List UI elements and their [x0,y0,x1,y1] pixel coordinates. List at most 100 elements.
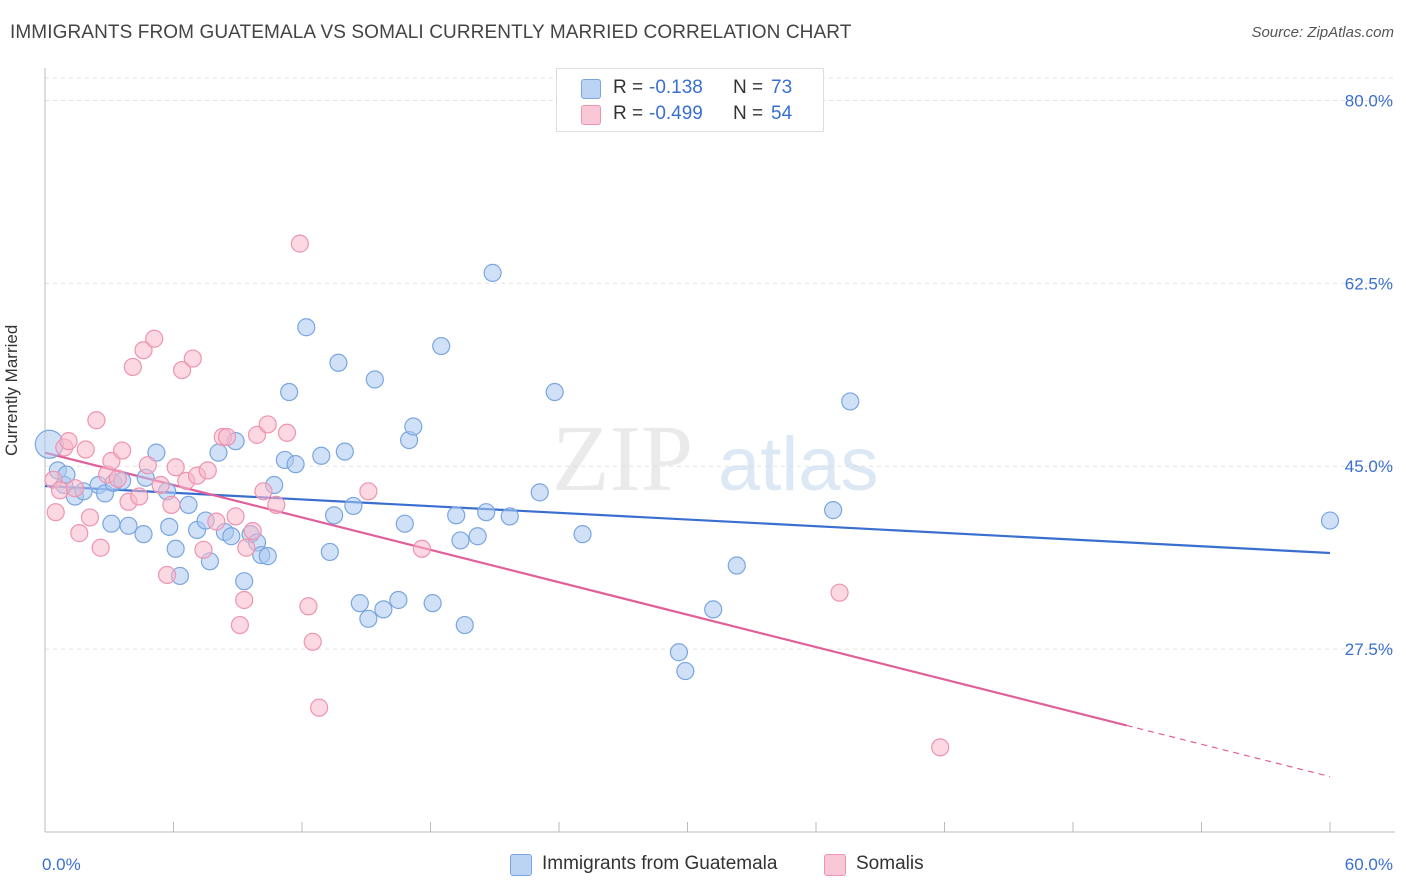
point-somalis [359,482,378,501]
point-somalis [290,234,309,253]
point-guatemala [102,514,121,533]
point-somalis [65,479,85,498]
point-guatemala [365,370,384,389]
point-guatemala [235,572,254,591]
point-guatemala [222,527,241,546]
point-somalis [183,349,202,368]
point-guatemala [335,442,354,461]
series-legend: Immigrants from Guatemala Somalis [0,852,1406,878]
point-guatemala [530,483,549,502]
grid-lines [45,77,1395,650]
legend-row-somalis: R = -0.499 N = 54 [557,101,823,127]
point-guatemala [374,600,393,619]
legend-n-value: 54 [771,103,793,124]
watermark-atlas: atlas [718,422,879,507]
point-guatemala [258,547,277,566]
point-guatemala [545,382,564,402]
point-guatemala [483,263,502,282]
point-guatemala [160,517,179,536]
point-guatemala [359,609,378,628]
point-guatemala [166,539,185,558]
point-guatemala [477,503,496,522]
point-somalis [226,507,245,526]
legend-r-value: -0.138 [649,77,703,98]
legend-swatch-pink [824,854,846,876]
point-somalis [123,357,142,377]
point-somalis [258,415,277,434]
point-somalis [70,524,89,543]
point-guatemala [297,318,316,337]
point-somalis [217,427,237,447]
point-guatemala [286,455,305,474]
point-somalis [108,469,127,488]
point-guatemala [669,643,689,662]
point-somalis [138,456,157,475]
correlation-legend: R = -0.138 N = 73 R = -0.499 N = 54 [556,68,824,132]
point-somalis [80,508,100,527]
point-somalis [267,495,286,514]
legend-r-label: R = [613,103,644,124]
point-guatemala [147,443,166,462]
point-somalis [145,329,164,348]
legend-label: Immigrants from Guatemala [542,853,778,874]
legend-r-label: R = [613,77,644,98]
legend-n-value: 73 [771,77,793,98]
point-somalis [134,341,153,360]
y-tick-label: 27.5% [1345,640,1393,659]
point-guatemala [320,542,339,562]
legend-swatch-blue [510,854,532,876]
point-guatemala [209,443,228,462]
point-guatemala [312,446,331,465]
point-somalis [172,360,192,380]
x-tick-label: 0.0% [42,855,81,874]
point-guatemala [432,336,451,356]
point-somalis [277,423,297,442]
point-guatemala [500,507,519,526]
trendline-somalis-extension [1126,724,1331,778]
x-tick-label: 60.0% [1345,855,1393,874]
point-somalis [166,458,185,477]
point-somalis [87,411,106,430]
point-guatemala [329,353,348,372]
source-label: Source: ZipAtlas.com [1251,24,1394,41]
point-somalis [310,698,329,717]
point-guatemala [119,516,138,535]
point-guatemala [447,506,466,525]
point-somalis [303,632,322,651]
legend-n-label: N = [733,77,764,98]
point-guatemala [134,525,153,544]
point-somalis [412,539,432,558]
point-somalis [237,538,256,557]
point-somalis [50,481,70,500]
point-guatemala [727,556,746,575]
point-guatemala [824,501,843,520]
point-somalis [46,503,65,522]
point-somalis [162,495,181,514]
point-guatemala [344,496,363,516]
point-somalis [157,565,177,585]
point-somalis [151,475,170,495]
point-guatemala [280,382,299,402]
legend-row-guatemala: R = -0.138 N = 73 [557,75,823,101]
legend-n-label: N = [733,103,764,124]
point-guatemala [350,594,369,613]
point-somalis [91,538,110,557]
point-somalis [299,597,318,616]
point-somalis [243,521,262,541]
point-guatemala [395,514,414,533]
point-somalis [931,738,950,757]
y-tick-label: 62.5% [1345,274,1393,293]
legend-swatch-blue [581,79,601,99]
point-somalis [207,512,226,531]
legend-r-value: -0.499 [649,103,703,124]
legend-label: Somalis [856,853,924,874]
point-guatemala [573,525,592,544]
point-somalis [254,482,273,501]
point-somalis [76,440,95,459]
point-guatemala [455,615,474,635]
point-guatemala [1320,511,1340,530]
point-guatemala [404,417,423,436]
point-guatemala [451,531,470,550]
point-guatemala [468,527,487,546]
